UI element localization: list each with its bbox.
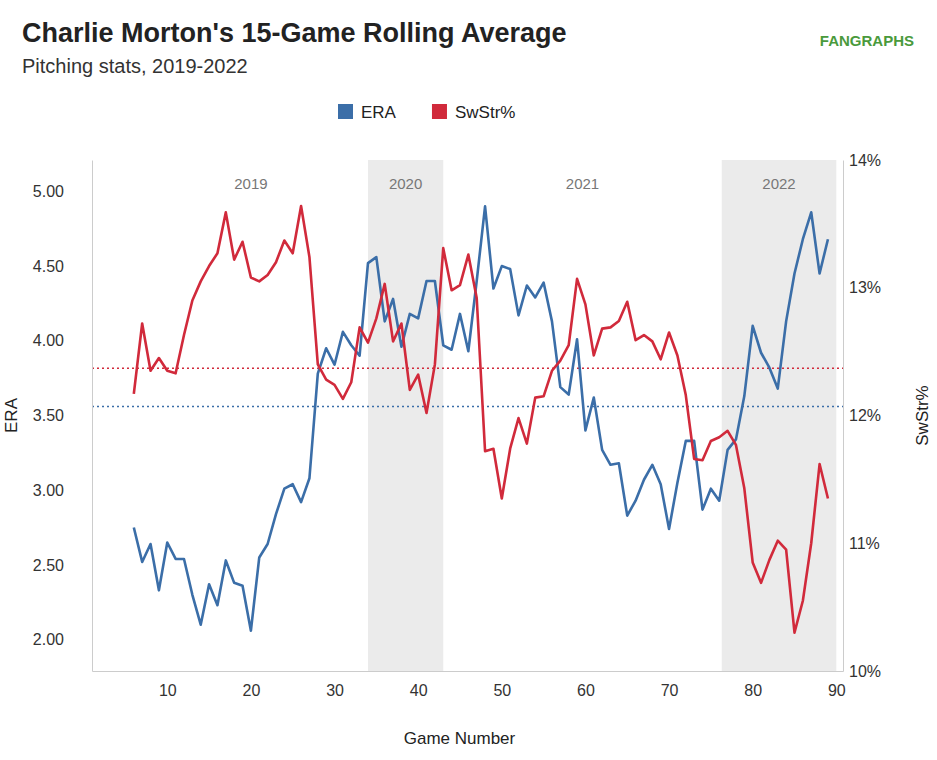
axis: 2.00 2.50 3.00 3.50 4.00 4.50 5.00 xyxy=(33,161,93,672)
tick: 20 xyxy=(242,671,260,699)
season-label: 2020 xyxy=(389,175,422,192)
tick-label: 50 xyxy=(493,682,511,699)
season-band xyxy=(722,160,837,671)
tick: 90 xyxy=(828,671,846,699)
tick-label: 12% xyxy=(849,407,881,424)
legend-swatch xyxy=(432,104,447,119)
tick-label: 40 xyxy=(410,682,428,699)
tick-label: 2.00 xyxy=(33,631,64,648)
tick-label: 80 xyxy=(744,682,762,699)
tick: 11% xyxy=(843,535,880,552)
series-line xyxy=(134,206,828,633)
axis-line xyxy=(93,671,844,672)
legend-swatch xyxy=(338,104,353,119)
tick-label: 3.50 xyxy=(33,407,64,424)
tick-label: 10 xyxy=(159,682,177,699)
season-label: 2022 xyxy=(762,175,795,192)
tick-label: 30 xyxy=(326,682,344,699)
tick: 12% xyxy=(843,407,881,424)
tick: 60 xyxy=(577,671,595,699)
tick-label: 13% xyxy=(849,279,881,296)
logo: FANGRAPHS xyxy=(820,32,914,49)
tick-label: 20 xyxy=(242,682,260,699)
tick: 13% xyxy=(843,279,881,296)
tick-label: 5.00 xyxy=(33,183,64,200)
tick-label: 70 xyxy=(661,682,679,699)
plot-area xyxy=(92,160,843,671)
tick: 2.00 xyxy=(33,631,92,648)
axis: 10 20 30 40 50 60 70 80 90 xyxy=(93,671,846,699)
tick: 14% xyxy=(843,152,881,169)
legend: ERA SwStr% xyxy=(338,103,515,122)
tick-label: 4.00 xyxy=(33,332,64,349)
tick: 3.00 xyxy=(33,482,92,499)
season-band xyxy=(443,160,721,671)
tick: 10% xyxy=(843,663,881,680)
tick: 4.50 xyxy=(33,258,92,275)
chart: 20192020202120221020304050607080902.002.… xyxy=(0,0,937,760)
y-axis-title: ERA xyxy=(2,397,21,433)
tick: 2.50 xyxy=(33,557,92,574)
tick: 70 xyxy=(661,671,679,699)
legend-item: SwStr% xyxy=(432,103,515,122)
tick: 50 xyxy=(493,671,511,699)
tick-label: 3.00 xyxy=(33,482,64,499)
legend-item: ERA xyxy=(338,103,397,122)
tick-label: 10% xyxy=(849,663,881,680)
tick-label: 11% xyxy=(849,535,880,552)
average-line xyxy=(92,367,843,369)
tick: 40 xyxy=(410,671,428,699)
tick: 3.50 xyxy=(33,407,92,424)
season-label: 2021 xyxy=(566,175,599,192)
season-band xyxy=(134,160,368,671)
tick-label: 2.50 xyxy=(33,557,64,574)
tick-label: 14% xyxy=(849,152,881,169)
tick: 5.00 xyxy=(33,183,92,200)
tick: 80 xyxy=(744,671,762,699)
axis-line xyxy=(843,161,844,672)
x-axis-title: Game Number xyxy=(404,729,516,748)
average-line xyxy=(92,406,843,408)
tick-label: 60 xyxy=(577,682,595,699)
title: Charlie Morton's 15-Game Rolling Average xyxy=(22,18,567,48)
legend-label: ERA xyxy=(361,103,397,122)
subtitle: Pitching stats, 2019-2022 xyxy=(22,55,248,77)
tick: 30 xyxy=(326,671,344,699)
season-label: 2019 xyxy=(234,175,267,192)
tick: 10 xyxy=(159,671,177,699)
tick: 4.00 xyxy=(33,332,92,349)
axis: 10% 11% 12% 13% 14% xyxy=(843,152,881,680)
tick-label: 90 xyxy=(828,682,846,699)
legend-label: SwStr% xyxy=(455,103,515,122)
series-line xyxy=(134,206,828,630)
y2-axis-title: SwStr% xyxy=(913,385,932,445)
axis-line xyxy=(92,161,93,672)
tick-label: 4.50 xyxy=(33,258,64,275)
season-band xyxy=(368,160,443,671)
